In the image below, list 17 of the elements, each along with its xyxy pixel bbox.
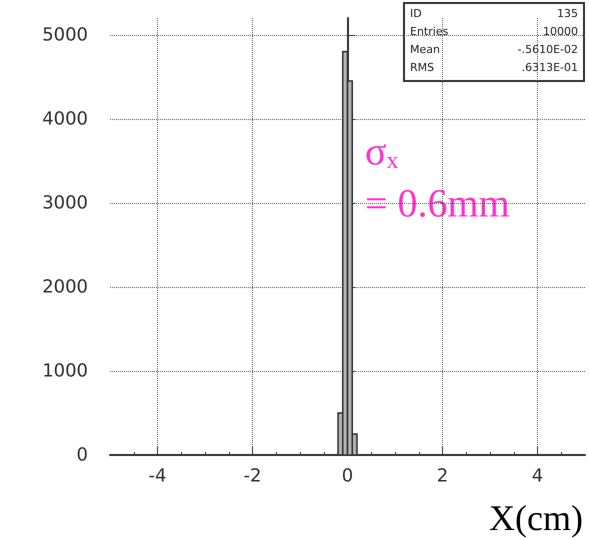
text: Mean -.5610E-02 — [410, 43, 578, 56]
x-axis-title: X(cm) — [489, 498, 584, 538]
y-tick-label: 0 — [76, 444, 88, 466]
annotation: σₓ = 0.6mm — [365, 128, 510, 226]
text: Entries 10000 — [410, 25, 578, 38]
y-tick-label: 1000 — [42, 360, 88, 382]
y-tick-label: 2000 — [42, 276, 88, 298]
y-tick-label: 4000 — [42, 108, 88, 130]
x-tick-label: 2 — [436, 466, 448, 486]
x-tick-label: -2 — [244, 466, 262, 486]
y-tick-label: 5000 — [42, 24, 88, 46]
x-tick-label: 4 — [532, 466, 544, 486]
y-tick-label: 3000 — [42, 192, 88, 214]
text: RMS .6313E-01 — [410, 61, 578, 74]
text: ID 135 — [410, 7, 578, 20]
x-tick-label: 0 — [342, 466, 354, 486]
x-tick-label: -4 — [148, 466, 166, 486]
